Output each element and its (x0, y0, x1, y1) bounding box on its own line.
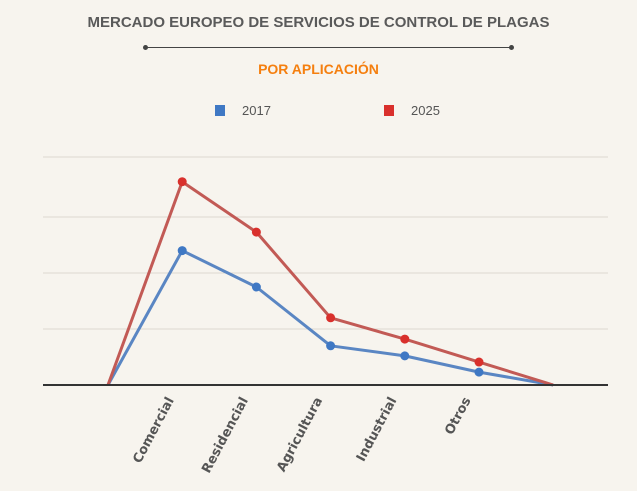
legend-swatch-2025 (384, 105, 394, 116)
divider-dot-left (143, 45, 148, 50)
legend-item-2017: 2017 (215, 103, 271, 118)
legend-label-2017: 2017 (242, 103, 271, 118)
x-tick-label: Residencial (199, 395, 252, 476)
legend-label-2025: 2025 (411, 103, 440, 118)
legend-swatch-2017 (215, 105, 225, 116)
legend-item-2025: 2025 (384, 103, 440, 118)
data-point-2025 (474, 357, 484, 367)
x-tick-label: Otros (442, 395, 474, 438)
x-tick-label: Industrial (354, 395, 400, 464)
data-point-2025 (251, 227, 261, 237)
data-point-2017 (400, 351, 410, 361)
data-point-2017 (251, 282, 261, 292)
series-line-2025 (106, 180, 554, 387)
data-point-2025 (326, 313, 336, 323)
divider-dot-right (509, 45, 514, 50)
data-point-2025 (400, 334, 410, 344)
data-point-2025 (177, 177, 187, 187)
data-point-2017 (326, 341, 336, 351)
chart-title: MERCADO EUROPEO DE SERVICIOS DE CONTROL … (87, 14, 550, 31)
title-divider (146, 47, 512, 48)
chart-subtitle: POR APLICACIÓN (258, 61, 379, 77)
x-tick-label: Comercial (130, 395, 177, 466)
x-tick-label: Agricultura (274, 395, 326, 475)
data-point-2017 (177, 246, 187, 256)
data-point-2017 (474, 367, 484, 377)
